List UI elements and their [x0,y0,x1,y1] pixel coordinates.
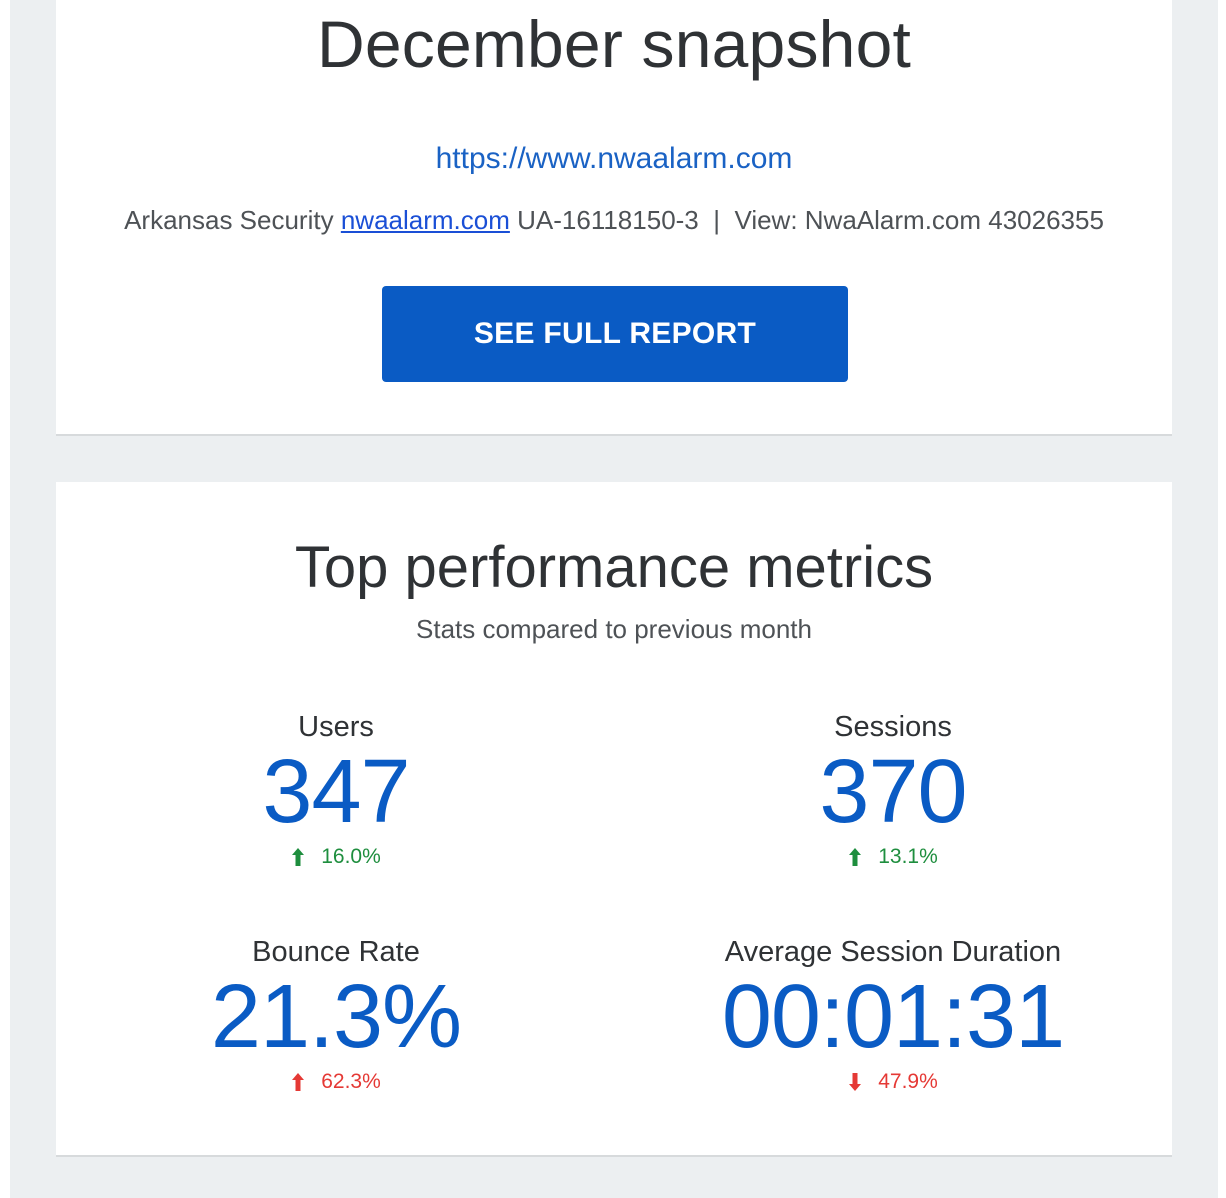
snapshot-card: December snapshot https://www.nwaalarm.c… [56,0,1172,436]
metric-label: Users [298,711,374,743]
metric-change: 13.1% [683,842,1103,872]
metric-change: 62.3% [126,1067,546,1097]
site-url-link[interactable]: https://www.nwaalarm.com [435,142,793,175]
arrow-down-icon [849,1073,862,1091]
metric-change-value: 47.9% [878,1070,938,1093]
metric-change: 47.9% [683,1067,1103,1097]
metric-bounce-rate: Bounce Rate 21.3% 62.3% [126,935,546,1097]
metric-label: Average Session Duration [724,936,1062,968]
metric-change: 16.0% [126,842,546,872]
arrow-up-icon [292,848,305,866]
snapshot-title: December snapshot [316,7,912,81]
metric-change-value: 13.1% [878,845,938,868]
metric-value: 21.3% [210,967,462,1067]
property-id: UA-16118150-3 [517,205,699,235]
metric-value: 347 [262,742,410,842]
arrow-up-icon [292,1073,305,1091]
arrow-up-icon [849,848,862,866]
metrics-title: Top performance metrics [294,535,934,600]
metric-sessions: Sessions 370 13.1% [683,710,1103,872]
metric-label: Bounce Rate [252,936,420,968]
metrics-subtitle: Stats compared to previous month [416,614,812,644]
account-name: Arkansas Security [124,205,334,235]
metric-value: 00:01:31 [721,967,1065,1067]
see-full-report-button[interactable]: SEE FULL REPORT [382,286,848,382]
metric-change-value: 62.3% [321,1070,381,1093]
metric-users: Users 347 16.0% [126,710,546,872]
metric-value: 370 [819,742,967,842]
metrics-card: Top performance metrics Stats compared t… [56,482,1172,1157]
metric-avg-session-duration: Average Session Duration 00:01:31 47.9% [683,935,1103,1097]
metric-change-value: 16.0% [321,845,381,868]
account-link[interactable]: nwaalarm.com [340,205,510,235]
separator: | [713,205,720,235]
metric-label: Sessions [834,711,952,743]
view-info: View: NwaAlarm.com 43026355 [734,205,1104,235]
account-info: Arkansas Security nwaalarm.com UA-161181… [56,205,1172,236]
